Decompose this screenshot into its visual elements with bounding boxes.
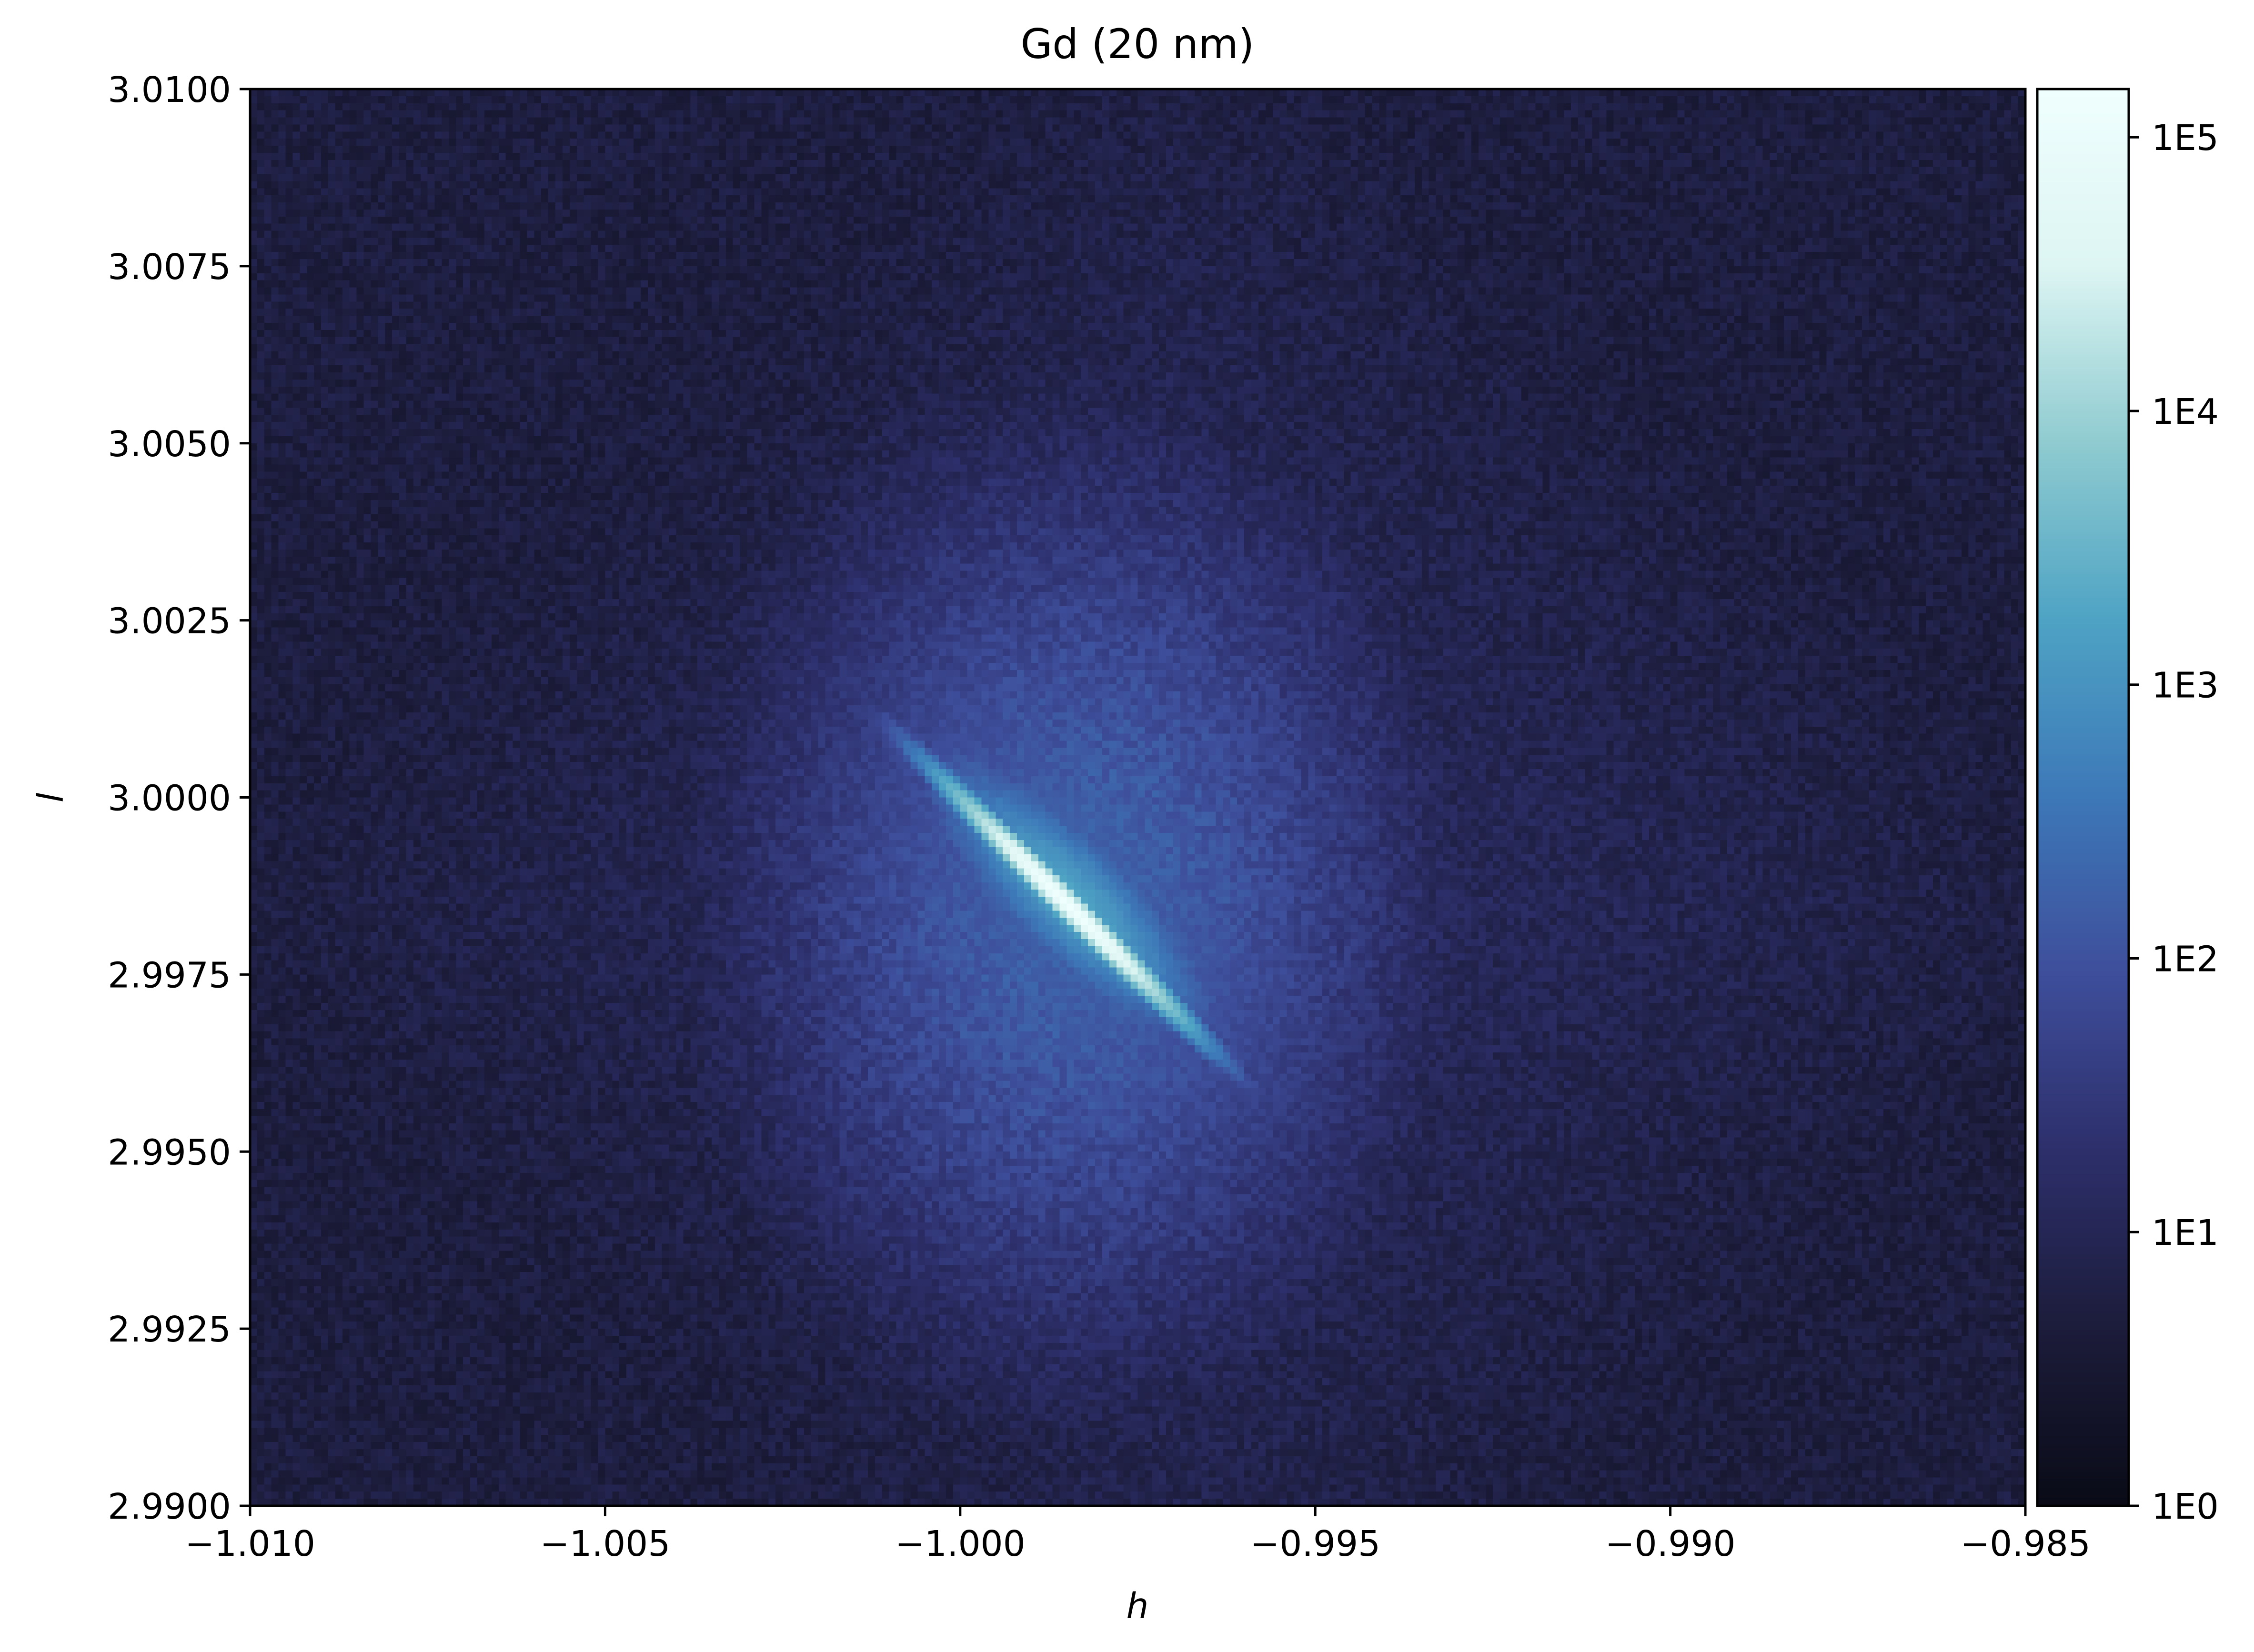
colorbar-tick-label: 1E3	[2152, 665, 2219, 706]
y-tick-label: 3.0025	[108, 601, 231, 642]
x-tick-label: −1.000	[895, 1523, 1026, 1564]
plot-frame	[249, 88, 2027, 1507]
colorbar-frame	[2036, 88, 2130, 1507]
y-axis-label: l	[30, 792, 71, 802]
x-axis-ticks: −1.010 −1.005 −1.000 −0.995 −0.990 −0.985	[185, 1506, 2091, 1564]
y-tick-label: 3.0000	[108, 778, 231, 819]
chart-title: Gd (20 nm)	[1021, 20, 1255, 68]
y-tick-label: 3.0050	[108, 424, 231, 465]
colorbar-ticks: 1E0 1E1 1E2 1E3 1E4 1E5	[2129, 118, 2219, 1527]
x-tick-label: −0.995	[1250, 1523, 1380, 1564]
heatmap-image	[250, 89, 2025, 1506]
colorbar-tick-label: 1E5	[2152, 118, 2219, 159]
colorbar-tick-label: 1E1	[2152, 1212, 2219, 1253]
y-tick-label: 2.9900	[108, 1486, 231, 1527]
x-tick-label: −1.010	[185, 1523, 315, 1564]
colorbar-tick-label: 1E4	[2152, 391, 2219, 432]
y-tick-label: 2.9950	[108, 1132, 231, 1173]
y-tick-label: 2.9975	[108, 955, 231, 996]
x-tick-label: −0.985	[1960, 1523, 2091, 1564]
y-tick-label: 3.0100	[108, 70, 231, 110]
colorbar-tick-label: 1E2	[2152, 939, 2219, 980]
colorbar-tick-label: 1E0	[2152, 1486, 2219, 1527]
y-tick-label: 2.9925	[108, 1309, 231, 1350]
x-tick-label: −0.990	[1605, 1523, 1736, 1564]
x-tick-label: −1.005	[540, 1523, 670, 1564]
y-axis-ticks: 2.9900 2.9925 2.9950 2.9975 3.0000 3.0025 3.00…	[108, 70, 250, 1527]
y-tick-label: 3.0075	[108, 247, 231, 288]
colorbar-gradient	[2037, 89, 2129, 1506]
x-axis-label: h	[1127, 1586, 1149, 1627]
